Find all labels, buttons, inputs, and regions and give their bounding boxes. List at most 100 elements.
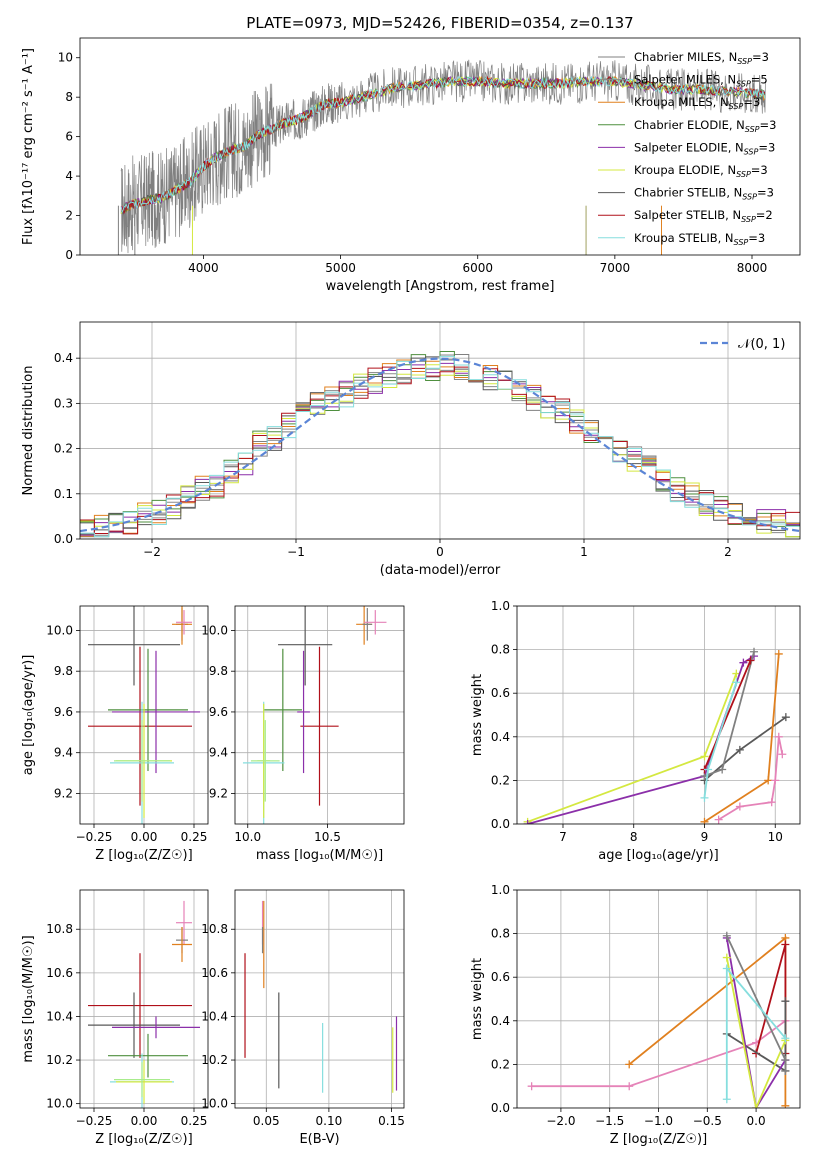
legend-entry: Salpeter STELIB, NSSP=2 — [634, 208, 773, 224]
y-tick-label: 10.0 — [46, 623, 73, 637]
y-tick-label: 10.4 — [201, 1009, 228, 1023]
y-tick-label: 6 — [65, 130, 73, 144]
x-axis-label: Z [log₁₀(Z/Z☉)] — [95, 1132, 192, 1147]
point-marker — [722, 931, 731, 940]
legend-entry: Salpeter MILES, NSSP=5 — [634, 73, 768, 89]
x-tick-label: −2.0 — [546, 1114, 575, 1128]
y-axis-label: Flux [fλ10⁻¹⁷ erg cm⁻² s⁻¹ A⁻¹] — [21, 48, 36, 245]
legend-entry: Chabrier STELIB, NSSP=3 — [634, 186, 774, 202]
point-marker — [722, 964, 731, 973]
x-axis-label: wavelength [Angstrom, rest frame] — [326, 279, 555, 294]
x-axis-label: mass [log₁₀(M/M☉)] — [256, 848, 383, 863]
x-tick-label: 6000 — [462, 261, 493, 275]
y-tick-label: 9.2 — [54, 786, 73, 800]
y-tick-label: 10.8 — [201, 922, 228, 936]
y-tick-label: 0.2 — [491, 1057, 510, 1071]
y-tick-label: 2 — [65, 209, 73, 223]
normal-curve — [80, 357, 800, 533]
legend-entry: Chabrier ELODIE, NSSP=3 — [634, 118, 776, 134]
y-tick-label: 10.2 — [201, 1053, 228, 1067]
legend-subscript: SSP — [736, 170, 751, 179]
legend-subscript: SSP — [745, 125, 760, 134]
axes-frame — [79, 37, 801, 256]
y-axis-label: age [log₁₀(age/yr)] — [21, 655, 36, 776]
legend-value: =3 — [758, 140, 775, 154]
series-line — [725, 957, 787, 1108]
legend-subscript: SSP — [742, 193, 757, 202]
x-axis-label: (data-model)/error — [380, 563, 501, 578]
point-marker — [781, 1101, 790, 1108]
x-tick-label: 10.5 — [314, 830, 341, 844]
y-tick-label: 4 — [65, 169, 73, 183]
x-tick-label: 4000 — [188, 261, 219, 275]
point-marker — [778, 750, 787, 759]
x-tick-label: 0.05 — [253, 1114, 280, 1128]
y-tick-label: 0.0 — [491, 817, 510, 831]
point-marker — [625, 1082, 634, 1091]
x-axis-label: E(B-V) — [299, 1132, 339, 1147]
point-marker — [774, 732, 783, 741]
y-tick-label: 0.4 — [54, 351, 73, 365]
histogram-step — [80, 355, 800, 538]
massweight_vs_Z-axes: −2.0 −1.5 −1.0 −0.5 0.0 0.0 0.2 0.4 0.6 0.8 1.0 Z [… — [470, 883, 801, 1147]
axes-frame — [79, 889, 209, 1109]
y-tick-label: 0.2 — [491, 773, 510, 787]
series-line — [755, 944, 787, 1054]
y-tick-label: 10.8 — [46, 922, 73, 936]
x-axis-label: Z [log₁₀(Z/Z☉)] — [95, 848, 192, 863]
spectrum-axes: 4000 5000 6000 7000 8000 0 2 4 6 8 10 wavelength [A… — [21, 37, 801, 294]
x-tick-label: 7 — [559, 830, 567, 844]
point-marker — [750, 647, 759, 656]
y-tick-label: 9.6 — [54, 705, 73, 719]
axes-frame — [234, 605, 405, 825]
y-axis-label: Normed distribution — [21, 366, 36, 496]
mass_vs_Z-plot — [80, 890, 208, 1108]
point-marker — [771, 776, 780, 785]
x-tick-label: 1 — [580, 545, 588, 559]
axes-frame — [79, 321, 801, 540]
point-marker — [722, 953, 731, 962]
massweight_vs_age-plot — [517, 606, 800, 824]
y-tick-label: 10.2 — [46, 1053, 73, 1067]
x-tick-label: −2 — [143, 545, 161, 559]
point-marker — [718, 765, 727, 774]
legend-value: =3 — [752, 50, 769, 64]
point-marker — [781, 713, 790, 722]
point-marker — [722, 1095, 731, 1104]
x-tick-label: 0.00 — [131, 1114, 158, 1128]
y-tick-label: 1.0 — [491, 883, 510, 897]
x-tick-label: 10.0 — [234, 830, 261, 844]
point-marker — [781, 1056, 790, 1065]
point-marker — [700, 817, 709, 824]
y-tick-label: 10 — [58, 51, 73, 65]
series-line — [527, 655, 755, 824]
x-tick-label: 0.15 — [378, 1114, 405, 1128]
axes-frame — [516, 605, 801, 825]
legend-value: =3 — [757, 186, 774, 200]
y-tick-label: 0.2 — [54, 442, 73, 456]
residual_hist-axes: −2 −1 0 1 2 0.0 0.1 0.2 0.3 0.4 (data-model)/error… — [21, 321, 801, 578]
legend-value: =3 — [751, 163, 768, 177]
y-tick-label: 9.2 — [209, 786, 228, 800]
axes-frame — [234, 889, 405, 1109]
figure-title: PLATE=0973, MJD=52426, FIBERID=0354, z=0… — [246, 14, 633, 32]
x-tick-label: 10 — [768, 830, 783, 844]
axes-frame — [516, 889, 801, 1109]
point-marker — [781, 940, 790, 949]
point-marker — [746, 656, 755, 665]
point-marker — [714, 815, 723, 824]
x-axis-label: Z [log₁₀(Z/Z☉)] — [610, 1132, 707, 1147]
y-tick-label: 8 — [65, 90, 73, 104]
y-tick-label: 0.0 — [54, 532, 73, 546]
y-tick-label: 0.8 — [491, 643, 510, 657]
y-tick-label: 10.0 — [201, 1097, 228, 1111]
x-tick-label: −1.5 — [595, 1114, 624, 1128]
age_vs_mass-axes: 10.0 10.5 9.2 9.4 9.6 9.8 10.0 mass [log₁₀(M/M☉… — [201, 605, 405, 863]
legend-subscript: SSP — [741, 215, 756, 224]
spectrum-plot — [117, 59, 766, 255]
y-tick-label: 0.6 — [491, 686, 510, 700]
age_vs_mass-plot — [235, 606, 404, 824]
y-tick-label: 0.4 — [491, 730, 510, 744]
legend-subscript: SSP — [744, 147, 759, 156]
